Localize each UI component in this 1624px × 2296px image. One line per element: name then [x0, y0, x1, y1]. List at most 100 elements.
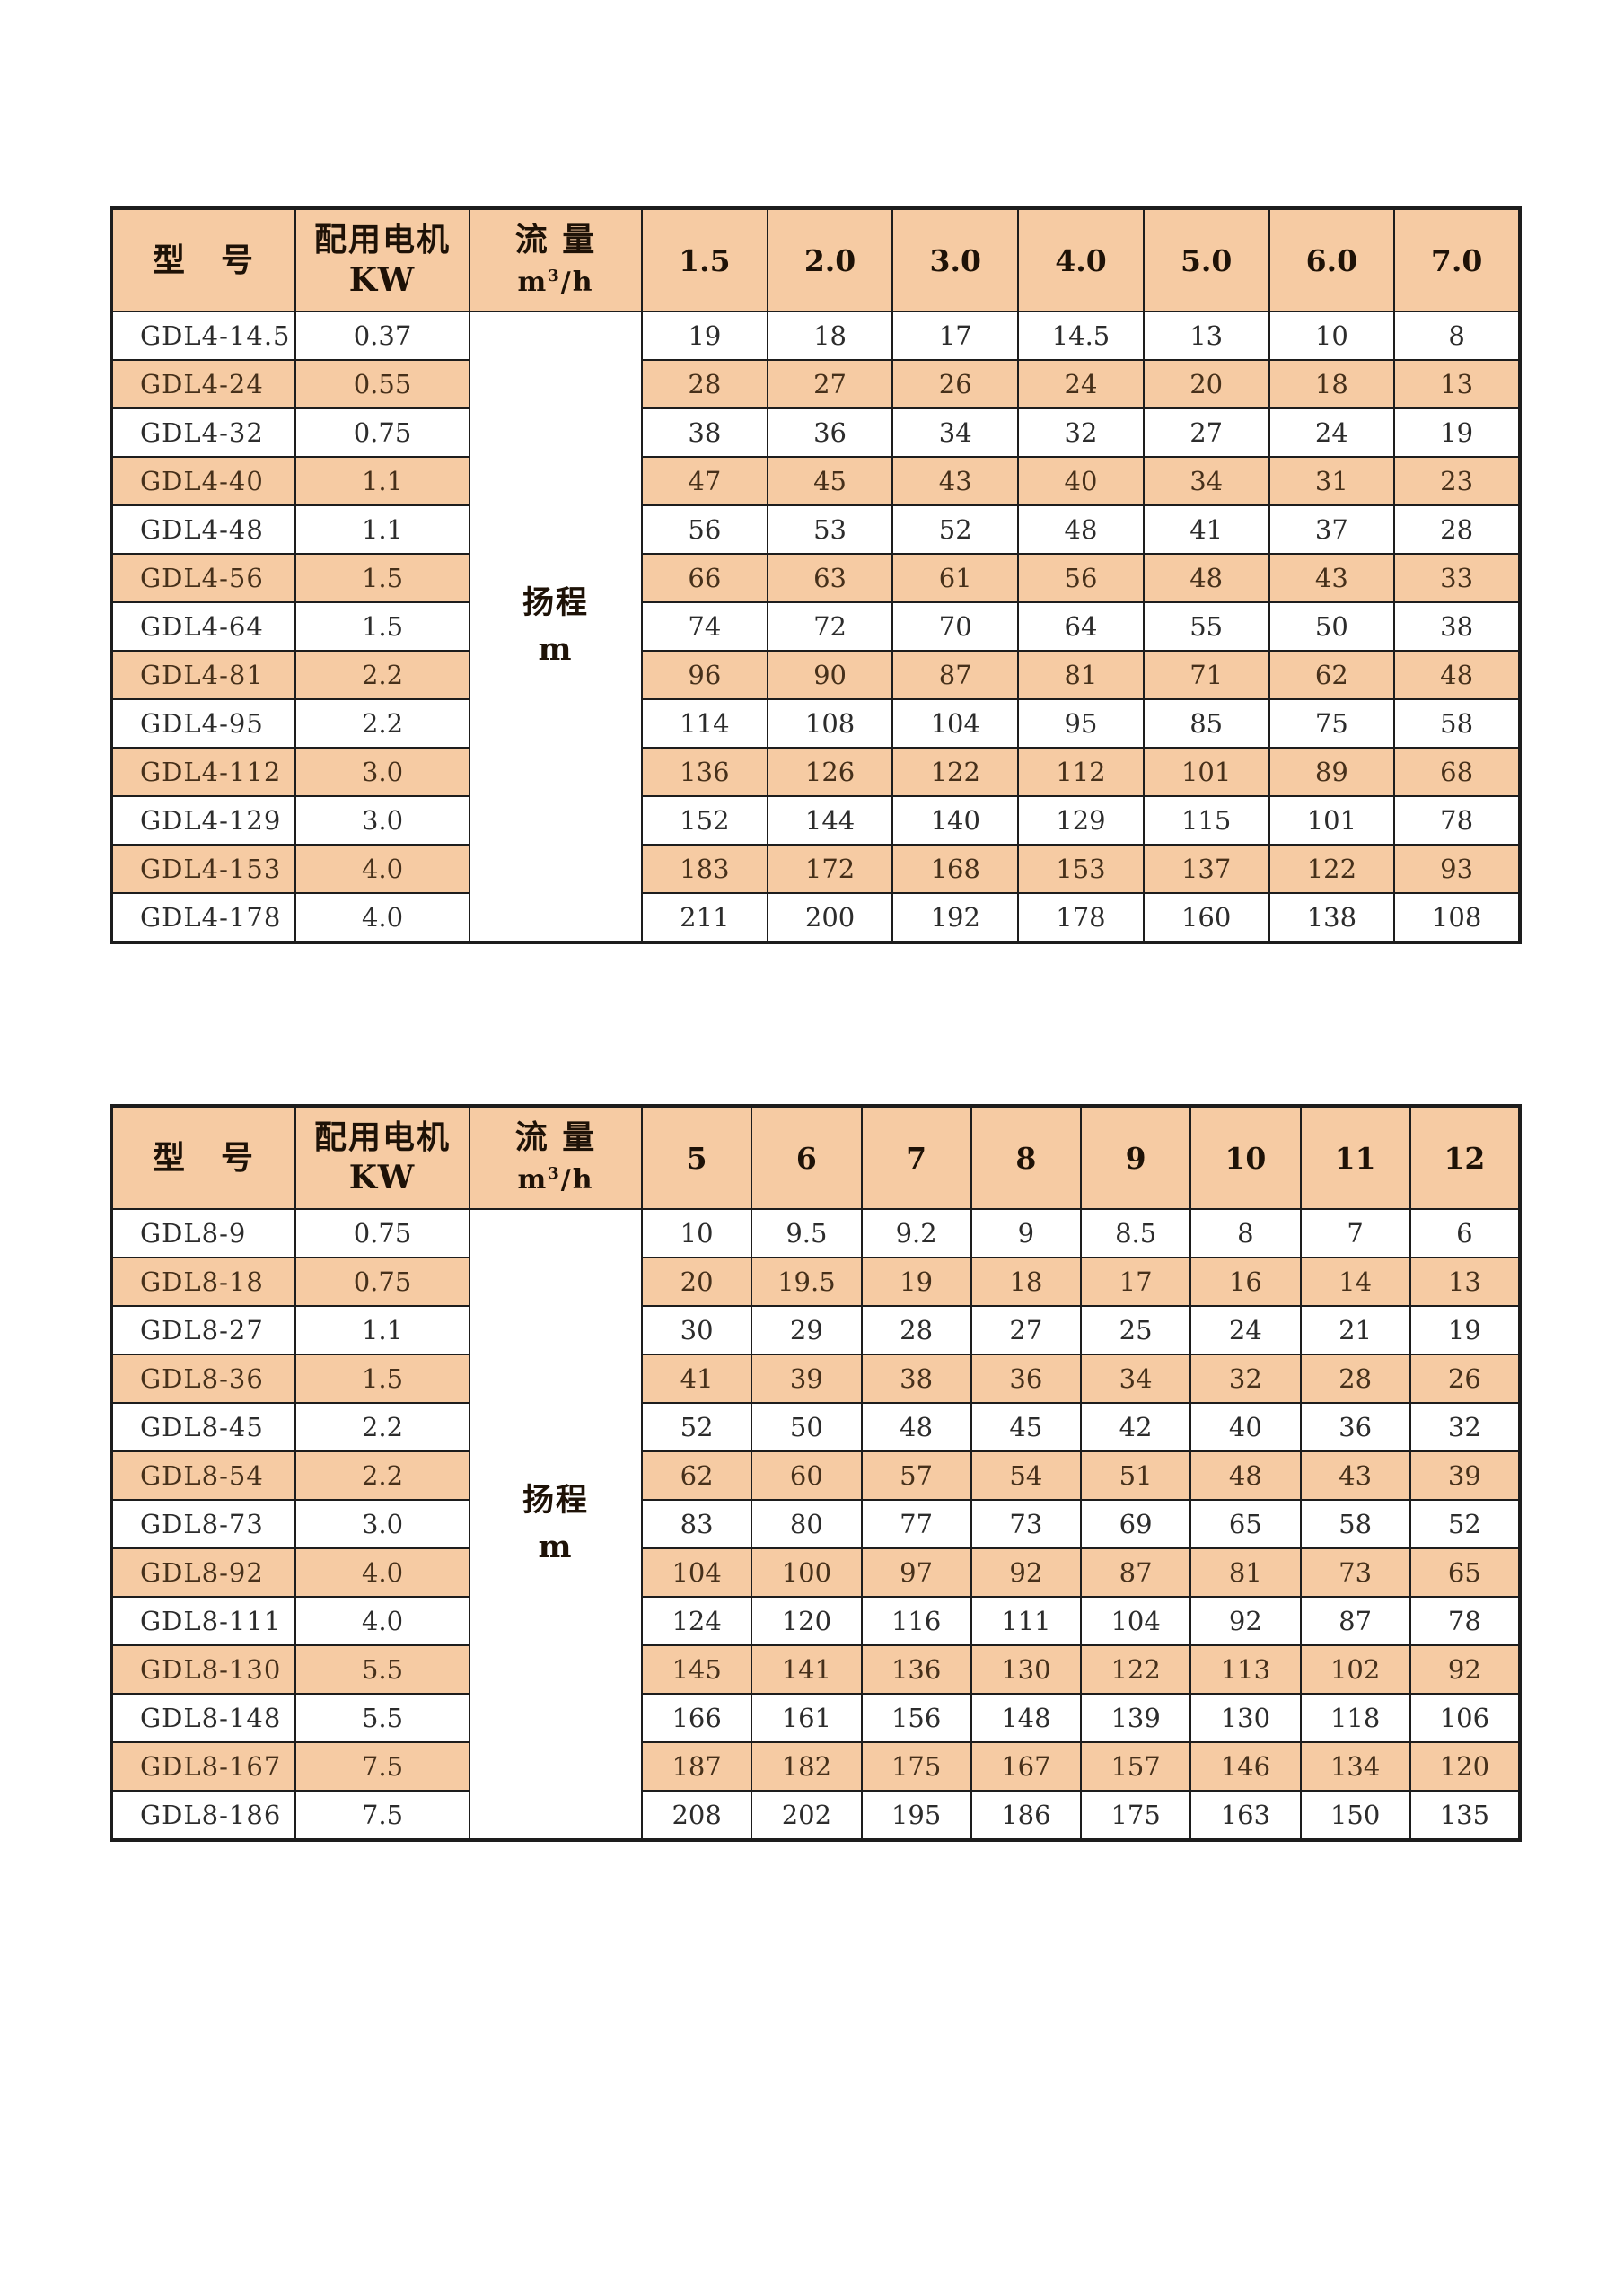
head-value-cell: 34	[1079, 1354, 1192, 1404]
header-model: 型 号	[110, 207, 296, 312]
head-value-cell: 122	[1268, 844, 1396, 894]
head-value-cell: 157	[1079, 1741, 1192, 1792]
header-motor-kw: 配用电机 KW	[294, 1105, 470, 1210]
model-cell: GDL8-186	[110, 1790, 296, 1841]
kw-cell: 2.2	[294, 1450, 470, 1501]
model-cell: GDL4-129	[110, 795, 296, 846]
table-row: GDL8-186 7.5 208 202 195 186 175 163 150 135	[110, 1790, 1522, 1841]
head-value-cell: 104	[1079, 1596, 1192, 1646]
kw-cell: 7.5	[294, 1741, 470, 1792]
head-value-cell: 101	[1268, 795, 1396, 846]
head-value-cell: 195	[860, 1790, 972, 1841]
head-value-cell: 120	[751, 1596, 863, 1646]
head-value-cell: 36	[766, 407, 894, 458]
model-cell: GDL8-73	[110, 1499, 296, 1549]
head-value-cell: 19.5	[751, 1257, 863, 1307]
header-flow: 流 量 m3/h	[469, 1105, 643, 1210]
head-value-cell: 13	[1142, 311, 1270, 361]
head-value-cell: 9	[970, 1208, 1083, 1258]
model-cell: GDL4-178	[110, 892, 296, 943]
head-value-cell: 73	[970, 1499, 1083, 1549]
head-value-cell: 31	[1268, 456, 1396, 506]
head-value-cell: 178	[1017, 892, 1145, 943]
header-flow: 流 量 m3/h	[469, 207, 643, 312]
head-value-cell: 43	[1299, 1450, 1411, 1501]
head-value-cell: 138	[1268, 892, 1396, 943]
head-value-cell: 32	[1189, 1354, 1302, 1404]
kw-cell: 4.0	[294, 844, 470, 894]
table-row: GDL4-112 3.0 136 126 122 112 101 89 68	[110, 747, 1521, 797]
table-row: GDL4-129 3.0 152 144 140 129 115 101 78	[110, 795, 1521, 846]
head-value-cell: 102	[1299, 1644, 1411, 1695]
head-unit-merged-cell: 扬程 m	[469, 1208, 643, 1841]
head-value-cell: 34	[891, 407, 1020, 458]
head-value-cell: 83	[640, 1499, 753, 1549]
head-value-cell: 93	[1393, 844, 1521, 894]
head-value-cell: 18	[1268, 359, 1396, 409]
header-flow-value: 2.0	[766, 207, 894, 312]
head-value-cell: 153	[1017, 844, 1145, 894]
head-value-cell: 74	[641, 601, 768, 652]
head-value-cell: 80	[751, 1499, 863, 1549]
model-cell: GDL8-92	[110, 1547, 296, 1598]
head-value-cell: 56	[1017, 553, 1145, 603]
head-value-cell: 148	[970, 1693, 1083, 1743]
kw-cell: 4.0	[294, 1596, 470, 1646]
model-cell: GDL4-153	[110, 844, 296, 894]
head-value-cell: 137	[1142, 844, 1270, 894]
model-cell: GDL4-40	[110, 456, 296, 506]
head-value-cell: 135	[1409, 1790, 1522, 1841]
model-cell: GDL4-14.5	[110, 311, 296, 361]
header-flow-value: 12	[1409, 1105, 1522, 1210]
head-value-cell: 26	[891, 359, 1020, 409]
head-value-cell: 61	[891, 553, 1020, 603]
header-flow-value: 6	[751, 1105, 863, 1210]
table-row: GDL8-9 0.75 扬程 m 10 9.5 9.2 9 8.5 8 7 6	[110, 1208, 1522, 1841]
head-value-cell: 186	[970, 1790, 1083, 1841]
table-row: GDL8-27 1.1 30 29 28 27 25 24 21 19	[110, 1305, 1522, 1355]
kw-cell: 5.5	[294, 1644, 470, 1695]
head-unit-label-line: 扬程	[522, 583, 589, 621]
head-value-cell: 166	[640, 1693, 753, 1743]
head-value-cell: 40	[1189, 1402, 1302, 1452]
head-value-cell: 43	[891, 456, 1020, 506]
kw-cell: 3.0	[294, 747, 470, 797]
head-value-cell: 18	[766, 311, 894, 361]
head-value-cell: 45	[766, 456, 894, 506]
head-value-cell: 52	[1409, 1499, 1522, 1549]
header-motor-line: 配用电机	[313, 221, 451, 259]
head-value-cell: 52	[891, 504, 1020, 555]
head-value-cell: 69	[1079, 1499, 1192, 1549]
kw-cell: 2.2	[294, 698, 470, 749]
head-value-cell: 92	[1409, 1644, 1522, 1695]
header-flow-value: 9	[1079, 1105, 1192, 1210]
flow-unit-rest: /h	[560, 1164, 594, 1196]
flow-unit-sup: 3	[548, 1164, 561, 1183]
head-value-cell: 78	[1409, 1596, 1522, 1646]
head-value-cell: 175	[1079, 1790, 1192, 1841]
head-value-cell: 28	[1393, 504, 1521, 555]
head-value-cell: 65	[1409, 1547, 1522, 1598]
kw-cell: 1.5	[294, 1354, 470, 1404]
head-value-cell: 104	[891, 698, 1020, 749]
head-value-cell: 10	[640, 1208, 753, 1258]
kw-cell: 7.5	[294, 1790, 470, 1841]
head-value-cell: 145	[640, 1644, 753, 1695]
head-value-cell: 66	[641, 553, 768, 603]
table-row: GDL8-18 0.75 20 19.5 19 18 17 16 14 13	[110, 1257, 1522, 1307]
head-value-cell: 57	[860, 1450, 972, 1501]
head-value-cell: 202	[751, 1790, 863, 1841]
head-value-cell: 20	[1142, 359, 1270, 409]
header-flow-value: 8	[970, 1105, 1083, 1210]
head-value-cell: 96	[641, 650, 768, 700]
head-value-cell: 81	[1017, 650, 1145, 700]
kw-cell: 0.75	[294, 1257, 470, 1307]
head-value-cell: 92	[970, 1547, 1083, 1598]
head-value-cell: 39	[751, 1354, 863, 1404]
head-unit-label-line: 扬程	[522, 1481, 589, 1519]
head-value-cell: 25	[1079, 1305, 1192, 1355]
head-value-cell: 65	[1189, 1499, 1302, 1549]
head-value-cell: 126	[766, 747, 894, 797]
head-value-cell: 54	[970, 1450, 1083, 1501]
table-header: 型 号配用电机 KW 流 量 m3/h 5 6 7 8 9 10 11 12	[110, 1105, 1522, 1210]
